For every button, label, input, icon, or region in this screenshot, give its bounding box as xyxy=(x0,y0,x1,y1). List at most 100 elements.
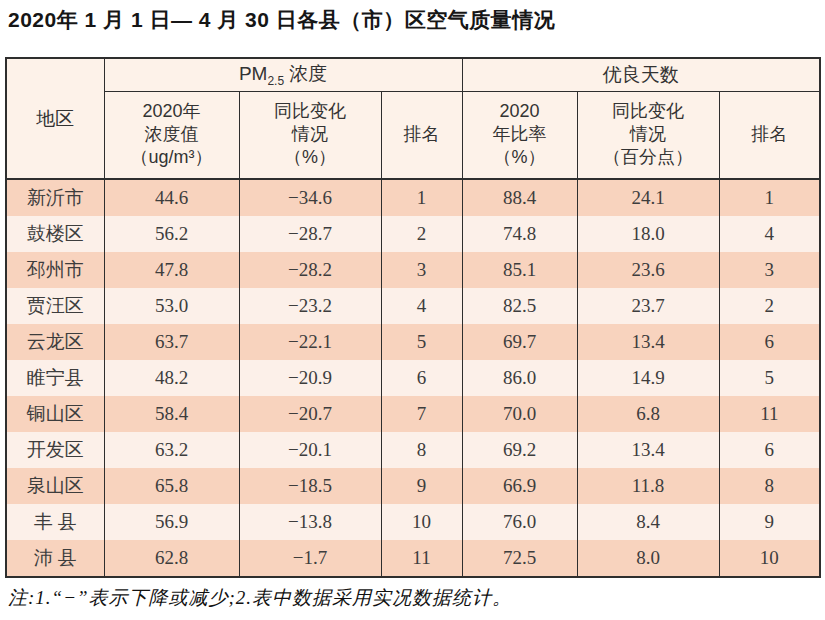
gooddays-rank-cell: 5 xyxy=(719,360,820,396)
gooddays-ratio-cell: 86.0 xyxy=(462,360,577,396)
table-row: 云龙区 63.7 −22.1 5 69.7 13.4 6 xyxy=(6,324,820,360)
table-row: 泉山区 65.8 −18.5 9 66.9 11.8 8 xyxy=(6,468,820,504)
gooddays-ratio-cell: 69.7 xyxy=(462,324,577,360)
region-cell: 新沂市 xyxy=(6,179,104,216)
page: 2020年 1 月 1 日— 4 月 30 日各县（市）区空气质量情况 地区 P… xyxy=(0,0,825,620)
col-header-pm25-rank: 排名 xyxy=(381,91,462,179)
pm25-value-cell: 44.6 xyxy=(104,179,239,216)
col-header-pm25-change: 同比变化 情况 （%） xyxy=(239,91,381,179)
col-header-gooddays-ratio: 2020 年比率 （%） xyxy=(462,91,577,179)
gooddays-ratio-cell: 74.8 xyxy=(462,216,577,252)
pm25-value-cell: 63.7 xyxy=(104,324,239,360)
region-cell: 睢宁县 xyxy=(6,360,104,396)
pm25-change-cell: −28.7 xyxy=(239,216,381,252)
pm25-change-cell: −28.2 xyxy=(239,252,381,288)
gooddays-change-cell: 23.6 xyxy=(577,252,719,288)
pm25-change-cell: −13.8 xyxy=(239,504,381,540)
pm25-value-cell: 63.2 xyxy=(104,432,239,468)
col-header-gooddays-change: 同比变化 情况 （百分点） xyxy=(577,91,719,179)
gooddays-rank-cell: 3 xyxy=(719,252,820,288)
gooddays-change-cell: 8.4 xyxy=(577,504,719,540)
gooddays-ratio-cell: 69.2 xyxy=(462,432,577,468)
pm25-value-cell: 58.4 xyxy=(104,396,239,432)
region-cell: 云龙区 xyxy=(6,324,104,360)
region-cell: 丰 县 xyxy=(6,504,104,540)
gooddays-ratio-cell: 88.4 xyxy=(462,179,577,216)
pm25-change-cell: −18.5 xyxy=(239,468,381,504)
pm25-value-cell: 62.8 xyxy=(104,540,239,577)
gooddays-rank-cell: 8 xyxy=(719,468,820,504)
pm25-change-cell: −20.9 xyxy=(239,360,381,396)
group-header-good-days: 优良天数 xyxy=(462,58,820,91)
gooddays-change-cell: 13.4 xyxy=(577,432,719,468)
table-row: 沛 县 62.8 −1.7 11 72.5 8.0 10 xyxy=(6,540,820,577)
pm25-rank-cell: 11 xyxy=(381,540,462,577)
region-cell: 泉山区 xyxy=(6,468,104,504)
table-row: 新沂市 44.6 −34.6 1 88.4 24.1 1 xyxy=(6,179,820,216)
sub-header-row: 2020年 浓度值 （ug/m³） 同比变化 情况 （%） 排名 2020 年比… xyxy=(6,91,820,179)
group-header-pm25: PM2.5 浓度 xyxy=(104,58,462,91)
pm25-change-cell: −23.2 xyxy=(239,288,381,324)
gooddays-change-cell: 24.1 xyxy=(577,179,719,216)
gooddays-change-cell: 11.8 xyxy=(577,468,719,504)
gooddays-change-cell: 14.9 xyxy=(577,360,719,396)
table-row: 铜山区 58.4 −20.7 7 70.0 6.8 11 xyxy=(6,396,820,432)
region-cell: 沛 县 xyxy=(6,540,104,577)
pm25-value-cell: 65.8 xyxy=(104,468,239,504)
pm25-rank-cell: 8 xyxy=(381,432,462,468)
gooddays-rank-cell: 10 xyxy=(719,540,820,577)
pm25-rank-cell: 4 xyxy=(381,288,462,324)
pm25-rank-cell: 5 xyxy=(381,324,462,360)
table-row: 贾汪区 53.0 −23.2 4 82.5 23.7 2 xyxy=(6,288,820,324)
gooddays-rank-cell: 1 xyxy=(719,179,820,216)
pm25-change-cell: −1.7 xyxy=(239,540,381,577)
gooddays-change-cell: 18.0 xyxy=(577,216,719,252)
region-cell: 邳州市 xyxy=(6,252,104,288)
gooddays-rank-cell: 9 xyxy=(719,504,820,540)
gooddays-ratio-cell: 82.5 xyxy=(462,288,577,324)
page-title: 2020年 1 月 1 日— 4 月 30 日各县（市）区空气质量情况 xyxy=(8,6,555,34)
pm25-rank-cell: 2 xyxy=(381,216,462,252)
table-row: 邳州市 47.8 −28.2 3 85.1 23.6 3 xyxy=(6,252,820,288)
pm25-label-prefix: PM xyxy=(239,63,268,84)
pm25-change-cell: −20.1 xyxy=(239,432,381,468)
pm25-rank-cell: 9 xyxy=(381,468,462,504)
gooddays-rank-cell: 11 xyxy=(719,396,820,432)
gooddays-ratio-cell: 76.0 xyxy=(462,504,577,540)
table-row: 丰 县 56.9 −13.8 10 76.0 8.4 9 xyxy=(6,504,820,540)
pm25-rank-cell: 3 xyxy=(381,252,462,288)
pm25-change-cell: −22.1 xyxy=(239,324,381,360)
pm25-label-subscript: 2.5 xyxy=(267,74,284,88)
pm25-value-cell: 56.2 xyxy=(104,216,239,252)
region-cell: 鼓楼区 xyxy=(6,216,104,252)
footnote: 注:1.“−”表示下降或减少;2.表中数据采用实况数据统计。 xyxy=(8,585,512,611)
region-cell: 贾汪区 xyxy=(6,288,104,324)
region-cell: 开发区 xyxy=(6,432,104,468)
pm25-change-cell: −20.7 xyxy=(239,396,381,432)
table-row: 开发区 63.2 −20.1 8 69.2 13.4 6 xyxy=(6,432,820,468)
gooddays-ratio-cell: 85.1 xyxy=(462,252,577,288)
pm25-rank-cell: 7 xyxy=(381,396,462,432)
col-header-gooddays-rank: 排名 xyxy=(719,91,820,179)
pm25-label-suffix: 浓度 xyxy=(289,63,327,84)
group-header-row: 地区 PM2.5浓度 优良天数 xyxy=(6,58,820,91)
pm25-rank-cell: 1 xyxy=(381,179,462,216)
gooddays-rank-cell: 6 xyxy=(719,432,820,468)
gooddays-change-cell: 6.8 xyxy=(577,396,719,432)
gooddays-ratio-cell: 66.9 xyxy=(462,468,577,504)
gooddays-ratio-cell: 72.5 xyxy=(462,540,577,577)
gooddays-change-cell: 13.4 xyxy=(577,324,719,360)
gooddays-rank-cell: 4 xyxy=(719,216,820,252)
pm25-value-cell: 56.9 xyxy=(104,504,239,540)
gooddays-ratio-cell: 70.0 xyxy=(462,396,577,432)
gooddays-rank-cell: 2 xyxy=(719,288,820,324)
air-quality-table: 地区 PM2.5浓度 优良天数 2020年 浓度值 （ug/m³） 同比变化 情… xyxy=(5,57,821,578)
table-row: 鼓楼区 56.2 −28.7 2 74.8 18.0 4 xyxy=(6,216,820,252)
pm25-value-cell: 48.2 xyxy=(104,360,239,396)
pm25-rank-cell: 10 xyxy=(381,504,462,540)
col-header-pm25-value: 2020年 浓度值 （ug/m³） xyxy=(104,91,239,179)
pm25-change-cell: −34.6 xyxy=(239,179,381,216)
region-cell: 铜山区 xyxy=(6,396,104,432)
pm25-value-cell: 53.0 xyxy=(104,288,239,324)
gooddays-change-cell: 8.0 xyxy=(577,540,719,577)
